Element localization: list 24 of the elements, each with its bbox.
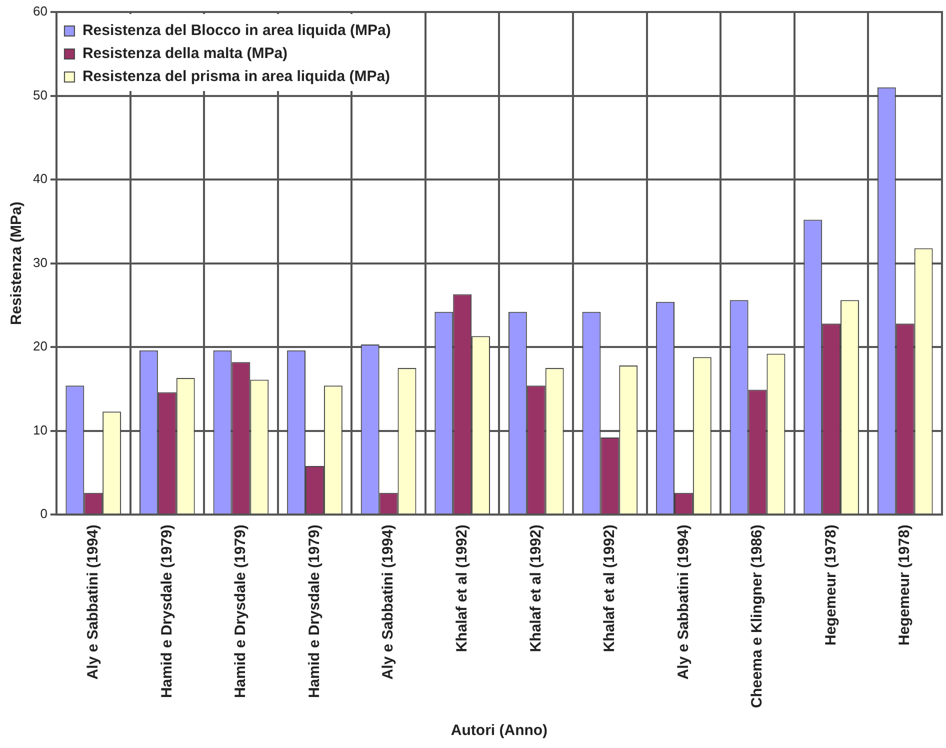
- y-tick-label: 30: [32, 254, 48, 270]
- legend-label: Resistenza della malta (MPa): [82, 45, 288, 62]
- x-tick-label: Hegemeur (1978): [896, 524, 914, 646]
- y-tick-label: 0: [40, 506, 48, 522]
- x-axis-title: Autori (Anno): [450, 722, 548, 740]
- x-tick-label: Khalaf et al (1992): [601, 524, 618, 652]
- legend-label: Resistenza del Blocco in area liquida (MPa): [82, 22, 391, 40]
- x-tick-label: Aly e Sabbatini (1994): [84, 524, 102, 680]
- x-tick-label: Hamid e Drysdale (1979): [232, 524, 250, 698]
- x-tick-label: Khalaf et al (1992): [453, 524, 470, 652]
- y-tick-label: 60: [32, 4, 48, 19]
- x-tick-label: Cheema e Klingner (1986): [748, 524, 766, 708]
- y-tick-label: 50: [32, 87, 48, 102]
- x-tick-label: Khalaf et al (1992): [527, 524, 544, 652]
- legend-label: Resistenza del prisma in area liquida (MPa): [82, 68, 390, 86]
- x-tick-label: Hegemeur (1978): [822, 524, 840, 646]
- y-tick-label: 40: [32, 171, 48, 186]
- x-tick-label: Aly e Sabbatini (1994): [674, 524, 692, 680]
- y-tick-label: 20: [32, 338, 48, 354]
- y-axis-title: Resistenza (MPa): [8, 202, 26, 325]
- x-tick-label: Hamid e Drysdale (1979): [306, 524, 323, 698]
- x-tick-label: Hamid e Drysdale (1979): [158, 524, 176, 698]
- y-tick-label: 10: [32, 422, 48, 438]
- x-tick-label: Aly e Sabbatini (1994): [380, 524, 397, 680]
